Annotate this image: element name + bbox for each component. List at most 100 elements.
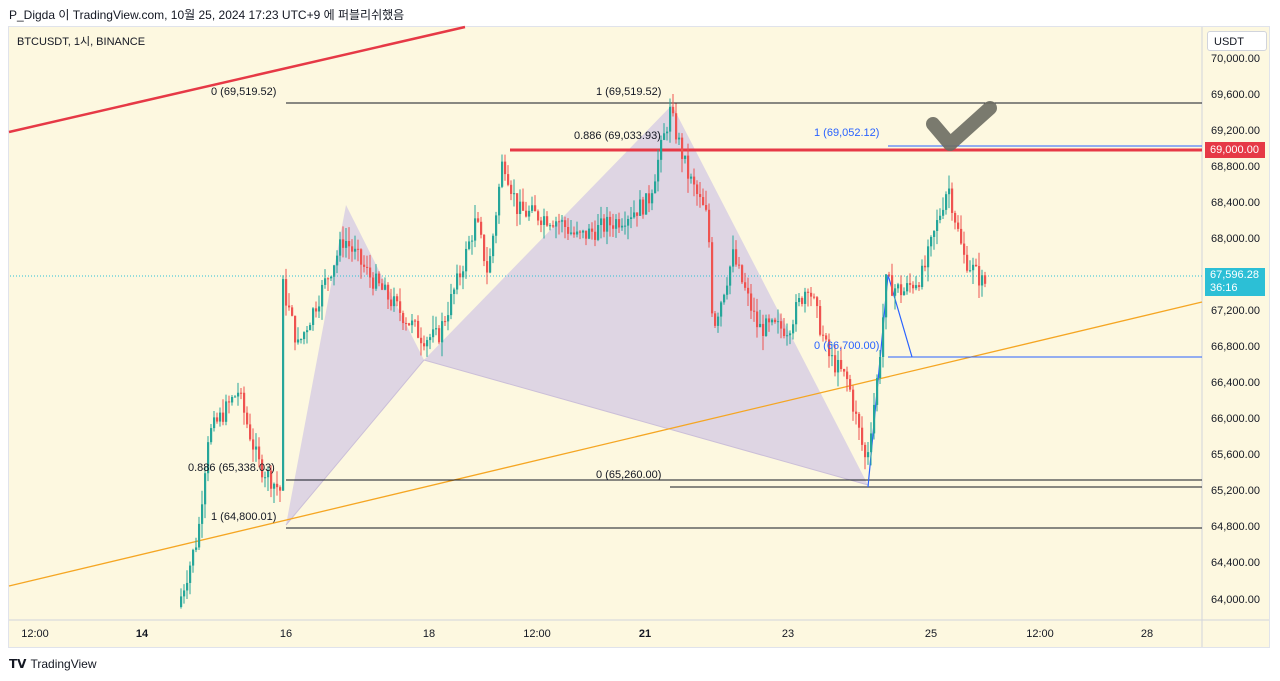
level-label: 1 (69,519.52) — [596, 86, 662, 98]
candle-body — [939, 215, 942, 221]
fib-blue-zigzag[interactable] — [867, 274, 913, 488]
candle-body — [843, 369, 846, 372]
candle-body — [252, 439, 255, 450]
candle-body — [909, 283, 912, 285]
candle-body — [417, 320, 420, 338]
pattern-xab-triangle[interactable] — [286, 205, 424, 525]
time-tick: 28 — [1140, 628, 1154, 640]
time-tick: 21 — [638, 628, 652, 640]
candle-body — [465, 248, 468, 272]
candle-body — [438, 328, 441, 343]
candle-body — [537, 211, 540, 221]
candle-body — [543, 216, 546, 225]
candle-body — [963, 243, 966, 255]
candle-body — [408, 323, 411, 326]
candle-body — [570, 232, 573, 234]
currency-selector[interactable]: USDT — [1207, 31, 1267, 51]
candle-body — [729, 266, 732, 286]
candle-body — [747, 287, 750, 294]
tradingview-logo[interactable]: 𝗧𝗩 TradingView — [9, 657, 97, 671]
candle-body — [933, 230, 936, 237]
candle-body — [456, 273, 459, 290]
candle-body — [960, 228, 963, 244]
candle-body — [945, 194, 948, 210]
candle-body — [213, 417, 216, 429]
price-tick: 66,800.00 — [1211, 341, 1260, 353]
candle-body — [744, 282, 747, 288]
candle-body — [525, 210, 528, 217]
candle-body — [930, 236, 933, 247]
candle-body — [888, 274, 891, 276]
candle-body — [807, 291, 810, 293]
candle-body — [447, 315, 450, 322]
candle-body — [249, 424, 252, 440]
candle-body — [591, 228, 594, 232]
candle-body — [297, 339, 300, 343]
orange-trend-line[interactable] — [8, 301, 1203, 587]
candle-body — [855, 411, 858, 414]
candle-body — [471, 240, 474, 242]
level-label: 1 (64,800.01) — [211, 511, 277, 523]
candle-body — [882, 317, 885, 357]
candle-body — [342, 239, 345, 248]
candle-body — [918, 285, 921, 287]
candle-body — [336, 255, 339, 266]
candle-body — [849, 379, 852, 390]
candle-body — [186, 582, 189, 591]
candle-body — [708, 209, 711, 243]
price-tick: 68,000.00 — [1211, 233, 1260, 245]
candle-body — [567, 226, 570, 234]
level-label: 0 (65,260.00) — [596, 469, 662, 481]
candle-body — [951, 188, 954, 213]
candle-body — [312, 308, 315, 326]
red-trend-line[interactable] — [8, 25, 466, 134]
candle-body — [693, 176, 696, 185]
candle-body — [834, 355, 837, 373]
highlight-price-badge: 69,000.00 — [1205, 142, 1265, 158]
candle-body — [192, 549, 195, 566]
candle-body — [432, 329, 435, 338]
candle-body — [429, 337, 432, 341]
candle-body — [501, 161, 504, 187]
candle-body — [399, 301, 402, 313]
time-tick: 12:00 — [523, 628, 551, 640]
candle-body — [675, 113, 678, 140]
candle-body — [216, 417, 219, 422]
candle-body — [468, 241, 471, 249]
candle-body — [795, 302, 798, 325]
candle-body — [588, 228, 591, 239]
price-tick: 64,400.00 — [1211, 557, 1260, 569]
candlestick-series — [180, 94, 987, 609]
candle-body — [333, 265, 336, 277]
candle-body — [873, 404, 876, 434]
candle-body — [921, 265, 924, 287]
level-label: 0.886 (65,338.03) — [188, 462, 275, 474]
candle-body — [498, 186, 501, 216]
candle-body — [459, 273, 462, 278]
candle-body — [573, 232, 576, 235]
candle-body — [657, 159, 660, 182]
candle-body — [813, 296, 816, 298]
candle-body — [624, 225, 627, 227]
candle-body — [204, 473, 207, 505]
candle-body — [924, 265, 927, 268]
candle-body — [531, 205, 534, 211]
candle-body — [636, 212, 639, 216]
candle-body — [582, 230, 585, 233]
candle-body — [609, 216, 612, 226]
candle-body — [321, 284, 324, 307]
price-tick: 64,800.00 — [1211, 521, 1260, 533]
candle-body — [726, 285, 729, 295]
candle-body — [879, 356, 882, 379]
pattern-bcd-triangle[interactable] — [424, 105, 868, 485]
candle-body — [267, 470, 270, 478]
candle-body — [630, 217, 633, 219]
footer-brand: TradingView — [30, 657, 97, 671]
bar-countdown: 36:16 — [1210, 282, 1238, 294]
candle-body — [819, 306, 822, 335]
candle-body — [330, 276, 333, 279]
candle-body — [558, 221, 561, 223]
symbol-label[interactable]: BTCUSDT, 1시, BINANCE — [17, 36, 146, 48]
candle-body — [639, 199, 642, 216]
